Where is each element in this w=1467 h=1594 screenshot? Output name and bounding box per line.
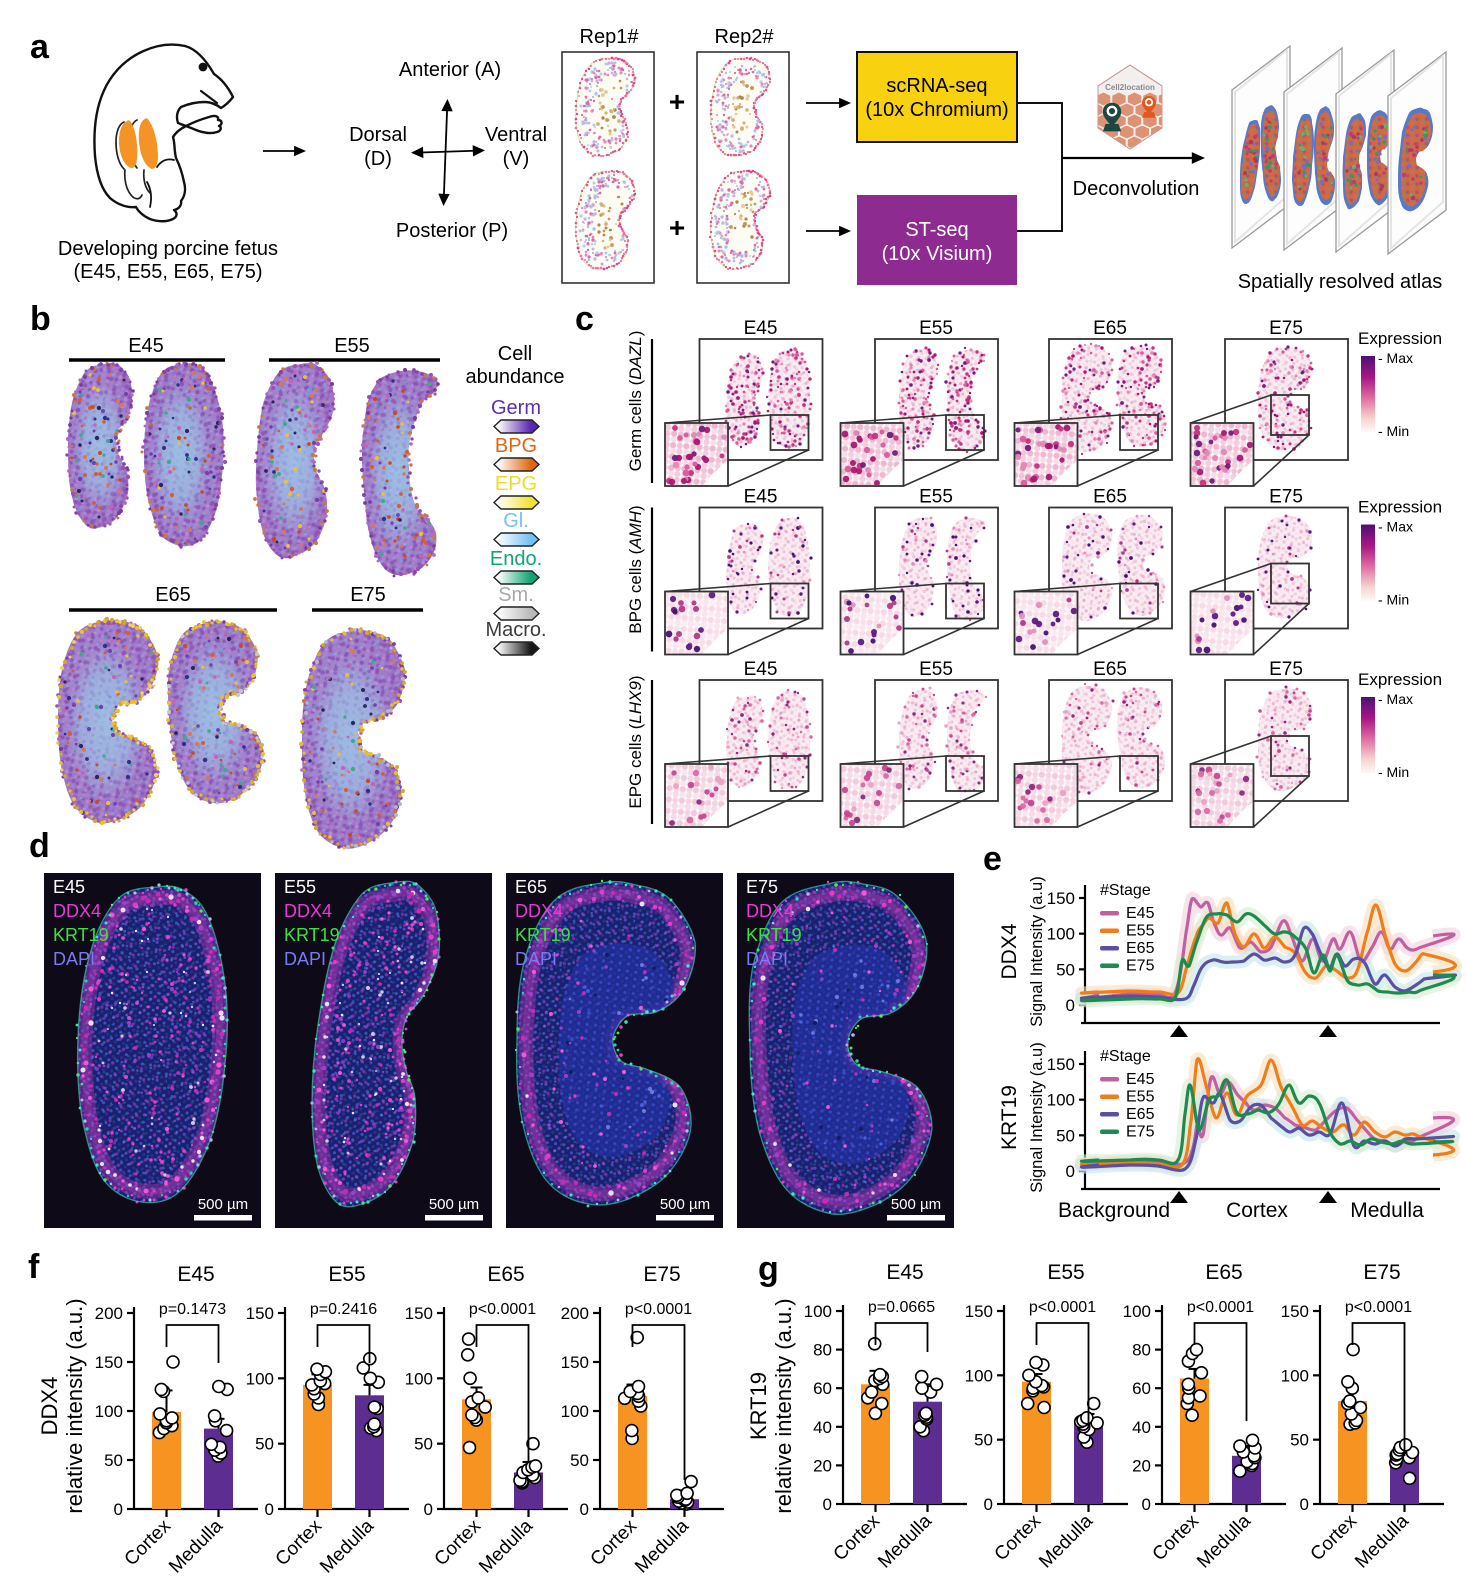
svg-text:E45: E45 bbox=[744, 659, 778, 680]
svg-text:BPG cells (AMH): BPG cells (AMH) bbox=[626, 505, 645, 633]
svg-text:(V): (V) bbox=[503, 148, 530, 170]
svg-text:ST-seq: ST-seq bbox=[905, 219, 968, 241]
svg-text:Macro.: Macro. bbox=[485, 619, 546, 641]
svg-text:E55: E55 bbox=[919, 318, 953, 339]
svg-text:Germ: Germ bbox=[491, 397, 541, 419]
svg-text:- Max: - Max bbox=[1378, 519, 1413, 535]
svg-text:E45: E45 bbox=[128, 335, 164, 357]
svg-text:+: + bbox=[669, 86, 685, 117]
svg-text:E65: E65 bbox=[1093, 487, 1127, 508]
svg-text:- Min: - Min bbox=[1378, 764, 1409, 780]
svg-text:Expression: Expression bbox=[1358, 329, 1442, 348]
svg-text:Posterior (P): Posterior (P) bbox=[396, 220, 508, 242]
svg-text:c: c bbox=[575, 300, 594, 338]
svg-text:E45: E45 bbox=[744, 318, 778, 339]
svg-text:Endo.: Endo. bbox=[490, 548, 542, 570]
svg-text:Cell2location: Cell2location bbox=[1105, 83, 1155, 92]
svg-text:E55: E55 bbox=[919, 659, 953, 680]
svg-text:- Min: - Min bbox=[1378, 423, 1409, 439]
svg-text:E75: E75 bbox=[1269, 487, 1303, 508]
svg-text:E75: E75 bbox=[1269, 318, 1303, 339]
svg-text:E45: E45 bbox=[744, 487, 778, 508]
svg-text:Rep2#: Rep2# bbox=[715, 26, 775, 48]
svg-text:E65: E65 bbox=[1093, 318, 1127, 339]
svg-text:Ventral: Ventral bbox=[485, 124, 547, 146]
svg-text:+: + bbox=[669, 212, 685, 243]
svg-text:Deconvolution: Deconvolution bbox=[1073, 178, 1200, 200]
svg-text:(D): (D) bbox=[364, 148, 392, 170]
svg-text:Gl.: Gl. bbox=[503, 510, 529, 532]
svg-text:E75: E75 bbox=[1269, 659, 1303, 680]
svg-text:d: d bbox=[29, 827, 50, 865]
svg-text:E65: E65 bbox=[155, 584, 191, 606]
svg-text:abundance: abundance bbox=[466, 366, 565, 388]
svg-text:E65: E65 bbox=[1093, 659, 1127, 680]
svg-text:Dorsal: Dorsal bbox=[349, 124, 407, 146]
svg-text:E55: E55 bbox=[919, 487, 953, 508]
svg-text:Expression: Expression bbox=[1358, 670, 1442, 689]
svg-text:EPG: EPG bbox=[495, 473, 537, 495]
svg-text:Spatially resolved atlas: Spatially resolved atlas bbox=[1238, 271, 1443, 293]
svg-text:E55: E55 bbox=[334, 335, 370, 357]
svg-text:(E45, E55, E65, E75): (E45, E55, E65, E75) bbox=[73, 261, 262, 283]
svg-text:Rep1#: Rep1# bbox=[580, 26, 640, 48]
svg-text:(10x Visium): (10x Visium) bbox=[882, 243, 993, 265]
svg-text:- Min: - Min bbox=[1378, 592, 1409, 608]
svg-text:Expression: Expression bbox=[1358, 498, 1442, 517]
svg-text:- Max: - Max bbox=[1378, 691, 1413, 707]
svg-text:Sm.: Sm. bbox=[498, 584, 534, 606]
svg-text:- Max: - Max bbox=[1378, 350, 1413, 366]
svg-text:EPG cells (LHX9): EPG cells (LHX9) bbox=[626, 675, 645, 808]
svg-text:a: a bbox=[30, 28, 50, 66]
svg-text:E75: E75 bbox=[350, 584, 386, 606]
svg-text:(10x Chromium): (10x Chromium) bbox=[865, 99, 1008, 121]
svg-text:Anterior (A): Anterior (A) bbox=[399, 59, 501, 81]
svg-text:b: b bbox=[30, 300, 51, 338]
svg-text:Germ cells (DAZL): Germ cells (DAZL) bbox=[626, 331, 645, 472]
svg-text:Cell: Cell bbox=[498, 343, 532, 365]
svg-text:BPG: BPG bbox=[495, 435, 537, 457]
svg-text:Developing porcine fetus: Developing porcine fetus bbox=[58, 238, 278, 260]
svg-text:scRNA-seq: scRNA-seq bbox=[886, 75, 987, 97]
